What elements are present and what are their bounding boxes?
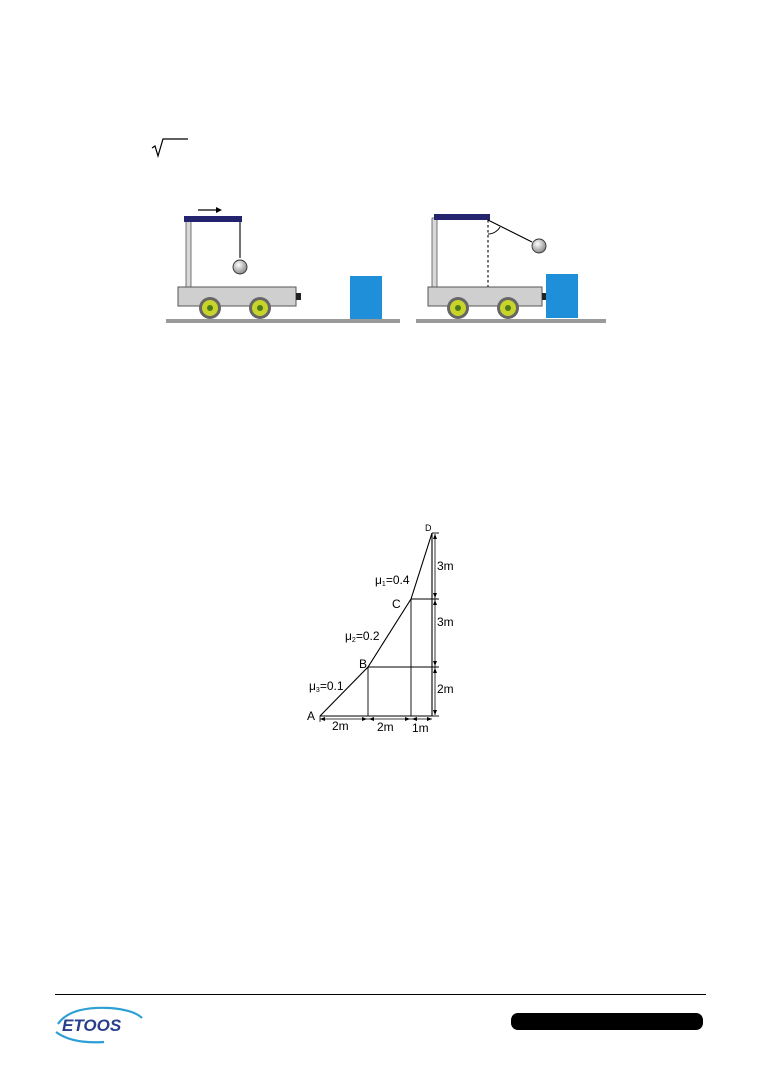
point-label-d: D	[425, 523, 432, 533]
footer-bar	[511, 1013, 703, 1030]
logo-swoosh-icon	[57, 1006, 143, 1025]
wheel-icon	[249, 297, 271, 319]
cart-pendulum-figure	[166, 207, 606, 323]
logo-text: ETOOS	[62, 1016, 122, 1035]
friction-label-mu3: μ3=0.1	[309, 679, 344, 694]
incline-figure: A B C D μ1=0.4 μ2=0.2 μ3=0.1 2m 2m 1m 3m…	[307, 523, 454, 735]
point-label-c: C	[392, 597, 401, 611]
footer-divider	[55, 994, 706, 995]
incline-surface	[319, 532, 433, 717]
vertical-dimension-label: 3m	[437, 559, 454, 573]
friction-label-mu2: μ2=0.2	[345, 629, 380, 644]
block	[350, 276, 382, 320]
wheel-icon	[497, 297, 519, 319]
wheel-icon	[199, 297, 221, 319]
horizontal-dimension-label: 2m	[377, 720, 394, 734]
pendulum-string	[487, 219, 533, 243]
horizontal-dimension-lines	[319, 716, 432, 722]
ground	[416, 319, 606, 323]
cart-bumper	[296, 293, 301, 300]
point-label-a: A	[307, 709, 315, 723]
pendulum-ball-icon	[531, 238, 547, 254]
vertical-dimension-label: 2m	[437, 682, 454, 696]
wheel-icon	[447, 297, 469, 319]
horizontal-dimension-label: 2m	[332, 719, 349, 733]
cart-body	[427, 286, 543, 307]
horizontal-dimension-label: 1m	[412, 721, 429, 735]
cart-pole	[185, 219, 192, 289]
pendulum-ball-icon	[232, 259, 248, 275]
cart-pole	[431, 217, 438, 289]
deflection-angle-arc	[487, 226, 501, 235]
cart-top-bar	[434, 214, 490, 220]
block	[546, 274, 578, 318]
vertical-dimension-label: 3m	[437, 615, 454, 629]
cart-after-collision	[416, 214, 606, 323]
square-root-sign	[151, 138, 188, 159]
vertical-dimension-lines	[433, 534, 437, 715]
cart-top-bar	[184, 216, 242, 222]
cart-bumper	[542, 293, 547, 300]
cart-body	[177, 286, 297, 307]
friction-label-mu1: μ1=0.4	[375, 573, 410, 588]
ground	[166, 319, 400, 323]
cart-before-collision	[166, 207, 400, 323]
velocity-arrow-icon	[198, 207, 222, 213]
etoos-logo: ETOOS	[55, 1006, 143, 1044]
point-label-b: B	[359, 657, 367, 671]
